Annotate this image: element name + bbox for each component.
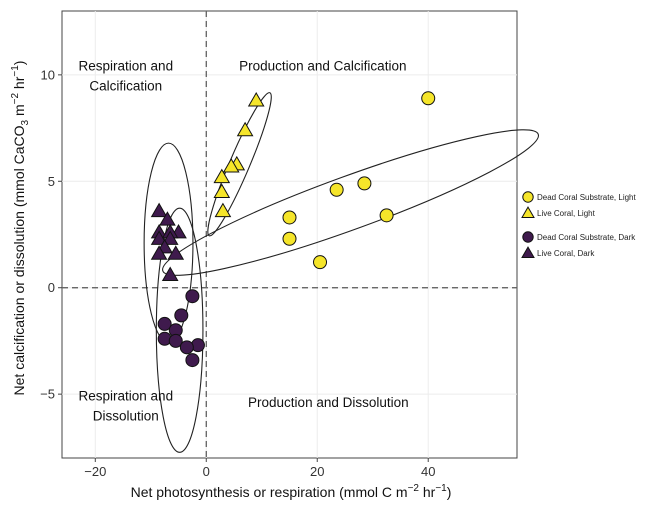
legend-label: Live Coral, Light <box>537 209 596 218</box>
legend-label: Live Coral, Dark <box>537 249 595 258</box>
quadrant-labels: Respiration and Calcification Production a… <box>79 59 409 424</box>
quadrant-label: Respiration and Dissolution <box>79 389 174 424</box>
legend-key <box>521 246 535 258</box>
x-tick-label: −20 <box>84 464 106 479</box>
circle-point <box>174 308 189 323</box>
triangle-point <box>222 157 240 173</box>
circle-point <box>357 176 372 191</box>
y-tick-label: 5 <box>48 174 55 189</box>
circle-point <box>421 91 436 106</box>
y-tick-label: −5 <box>40 387 55 402</box>
triangle-point <box>213 168 231 184</box>
circle-point <box>282 210 297 225</box>
y-axis-label: Net calcification or dissolution (mmol C… <box>10 61 31 396</box>
reference-lines <box>62 11 517 458</box>
triangle-point <box>167 245 185 260</box>
triangle-point <box>150 202 168 218</box>
quadrant-label: Production and Calcification <box>239 59 406 74</box>
axis-ticks: −20 0 20 40 −5 0 5 10 <box>40 67 435 479</box>
legend-label: Dead Coral Substrate, Light <box>537 193 637 202</box>
x-tick-label: 20 <box>310 464 324 479</box>
circle-point <box>179 340 194 355</box>
quadrant-label: Production and Dissolution <box>248 395 409 410</box>
legend-key <box>522 191 534 203</box>
triangle-point <box>247 91 265 107</box>
triangle-point <box>161 266 179 282</box>
group-ellipse <box>155 207 204 453</box>
circle-point <box>185 353 200 368</box>
triangle-point <box>150 230 168 245</box>
x-tick-label: 40 <box>421 464 435 479</box>
circle-point <box>282 231 297 246</box>
legend: Dead Coral Substrate, Light Live Coral, L… <box>521 191 637 258</box>
triangle-point <box>150 245 168 260</box>
triangle-point <box>161 230 179 245</box>
legend-label: Dead Coral Substrate, Dark <box>537 233 636 242</box>
data-points <box>150 91 436 368</box>
circle-point <box>313 255 328 270</box>
group-ellipse <box>162 129 540 276</box>
quadrant-label: Respiration and Calcification <box>79 59 174 94</box>
legend-key <box>521 206 535 218</box>
circle-point <box>329 182 344 197</box>
triangle-point <box>213 183 231 198</box>
triangle-point <box>159 211 176 226</box>
y-tick-label: 0 <box>48 280 55 295</box>
triangle-point <box>236 121 254 137</box>
x-axis-label: Net photosynthesis or respiration (mmol … <box>131 483 452 500</box>
circle-point <box>168 333 183 348</box>
legend-key <box>522 231 534 243</box>
circle-point <box>185 289 200 304</box>
triangle-point <box>214 202 232 218</box>
x-tick-label: 0 <box>203 464 210 479</box>
y-tick-label: 10 <box>41 67 55 82</box>
circle-point <box>379 208 394 223</box>
circle-point <box>157 316 172 331</box>
